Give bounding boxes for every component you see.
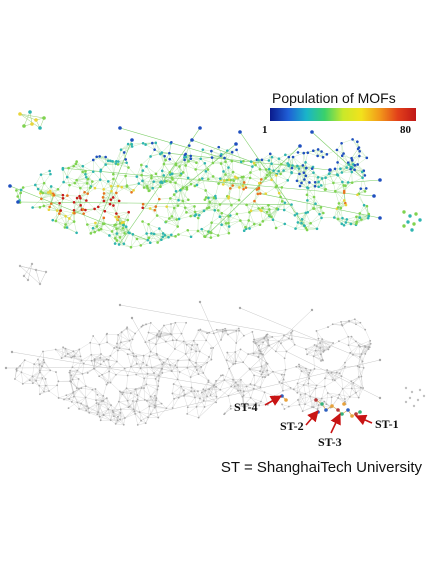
colorbar-min-label: 1: [262, 124, 268, 136]
top-network-nodes: [8, 110, 422, 249]
colorbar-title: Population of MOFs: [272, 90, 396, 106]
bottom-gray-network: [4, 262, 426, 426]
st4-arrow: [264, 395, 282, 406]
bottom-network-edges: [5, 263, 381, 426]
st2-label: ST-2: [280, 419, 304, 433]
colorbar-legend: Population of MOFs 1 80: [262, 90, 416, 136]
colorbar-gradient: [270, 108, 416, 121]
figure-caption: ST = ShanghaiTech University: [221, 459, 423, 476]
bottom-network-nodes: [4, 262, 426, 426]
st1-label: ST-1: [375, 417, 399, 431]
st4-label: ST-4: [234, 400, 258, 414]
st3-label: ST-3: [318, 435, 342, 449]
top-colored-network: [8, 110, 422, 249]
shanghaitech-highlight-nodes: [280, 394, 362, 418]
st2-arrow: [305, 410, 319, 426]
colorbar-max-label: 80: [400, 124, 412, 136]
st-annotations: ST-1 ST-2 ST-3 ST-4: [234, 395, 399, 449]
st3-arrow: [330, 412, 341, 434]
st1-arrow: [354, 414, 373, 426]
